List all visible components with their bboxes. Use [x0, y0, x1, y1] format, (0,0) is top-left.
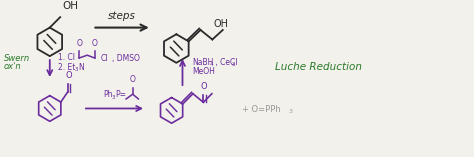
Text: MeOH: MeOH [192, 67, 215, 76]
Text: , CeCl: , CeCl [213, 58, 238, 67]
Text: ox'n: ox'n [4, 62, 21, 71]
Text: O: O [66, 71, 73, 80]
Text: O: O [76, 39, 82, 48]
Text: Ph: Ph [103, 90, 113, 99]
Text: Swern: Swern [4, 54, 30, 62]
Text: 3: 3 [231, 62, 235, 67]
Text: O: O [130, 75, 136, 84]
Text: 3: 3 [111, 95, 115, 100]
Text: + O=PPh: + O=PPh [242, 105, 281, 114]
Text: N: N [79, 63, 84, 72]
Text: NaBH: NaBH [192, 58, 213, 67]
Text: 1. Cl: 1. Cl [58, 53, 75, 62]
Text: , DMSO: , DMSO [112, 54, 140, 62]
Text: 2. Et: 2. Et [58, 63, 75, 72]
Text: P=: P= [115, 90, 126, 99]
Text: O: O [201, 82, 208, 91]
Text: 3: 3 [75, 67, 78, 72]
Text: O: O [92, 39, 98, 48]
Text: Cl: Cl [100, 54, 108, 62]
Text: OH: OH [213, 19, 228, 29]
Text: 4: 4 [210, 62, 213, 67]
Text: OH: OH [63, 1, 79, 11]
Text: 3: 3 [289, 109, 292, 114]
Text: steps: steps [108, 11, 136, 21]
Text: Luche Reduction: Luche Reduction [275, 62, 362, 72]
